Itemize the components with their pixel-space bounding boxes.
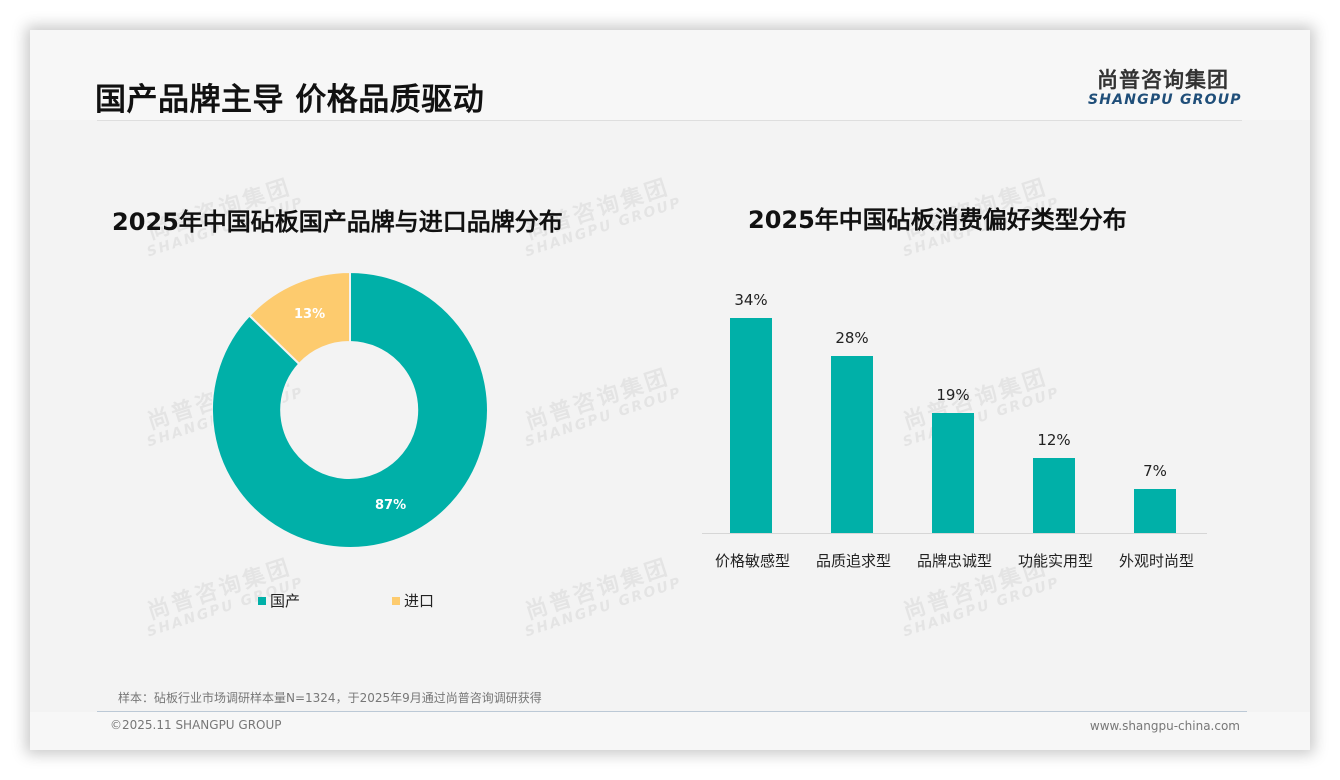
donut-chart: 87% 13%: [210, 270, 489, 549]
bar-value: 28%: [835, 329, 869, 347]
bar-value: 19%: [936, 386, 970, 404]
bar-value: 34%: [734, 291, 768, 309]
donut-label-import: 13%: [294, 307, 326, 322]
donut-chart-title: 2025年中国砧板国产品牌与进口品牌分布: [112, 208, 563, 236]
website-link[interactable]: www.shangpu-china.com: [1089, 719, 1240, 733]
legend-item-domestic: 国产: [258, 590, 300, 611]
title-divider: [97, 120, 1242, 121]
legend-swatch-yellow: [392, 596, 400, 605]
copyright: ©2025.11 SHANGPU GROUP: [110, 718, 282, 732]
bar-value: 7%: [1143, 462, 1167, 480]
bar-chart-title: 2025年中国砧板消费偏好类型分布: [748, 206, 1127, 234]
page-title: 国产品牌主导 价格品质驱动: [95, 82, 485, 118]
company-logo: 尚普咨询集团 SHANGPU GROUP: [1088, 64, 1242, 108]
bar-category: 外观时尚型: [1118, 552, 1194, 570]
legend-label: 进口: [404, 592, 435, 610]
legend-item-import: 进口: [392, 590, 434, 611]
logo-en: SHANGPU GROUP: [1088, 92, 1242, 108]
donut-label-domestic: 87%: [375, 498, 407, 513]
donut-svg: [210, 270, 489, 549]
sample-note: 样本：砧板行业市场调研样本量N=1324，于2025年9月通过尚普咨询调研获得: [118, 691, 542, 705]
bar-chart: 34% 价格敏感型 28% 品质追求型 19% 品牌忠诚型 12% 功能实用型 …: [702, 285, 1207, 570]
bar-functional[interactable]: [1033, 458, 1075, 533]
bar-category: 功能实用型: [1017, 552, 1093, 570]
legend-swatch-teal: [258, 596, 266, 605]
x-axis: [702, 533, 1207, 534]
bar-category: 价格敏感型: [714, 552, 790, 570]
logo-cn: 尚普咨询集团: [1097, 68, 1229, 92]
legend-label: 国产: [270, 592, 301, 610]
slide: 尚普咨询集团 SHANGPU GROUP 尚普咨询集团 SHANGPU GROUP …: [30, 30, 1310, 750]
bar-category: 品牌忠诚型: [916, 552, 992, 570]
donut-slice-domestic[interactable]: [210, 270, 489, 549]
header-band: [30, 30, 1310, 120]
bar-value: 12%: [1037, 431, 1071, 449]
bar-quality-seeking[interactable]: [831, 356, 873, 533]
bar-fashion[interactable]: [1134, 489, 1176, 533]
donut-slice-import[interactable]: [247, 270, 351, 366]
footer-band: [30, 712, 1310, 750]
bar-brand-loyal[interactable]: [932, 413, 974, 533]
bar-category: 品质追求型: [815, 552, 891, 570]
bar-price-sensitive[interactable]: [730, 318, 772, 533]
footer-divider: [97, 711, 1247, 712]
